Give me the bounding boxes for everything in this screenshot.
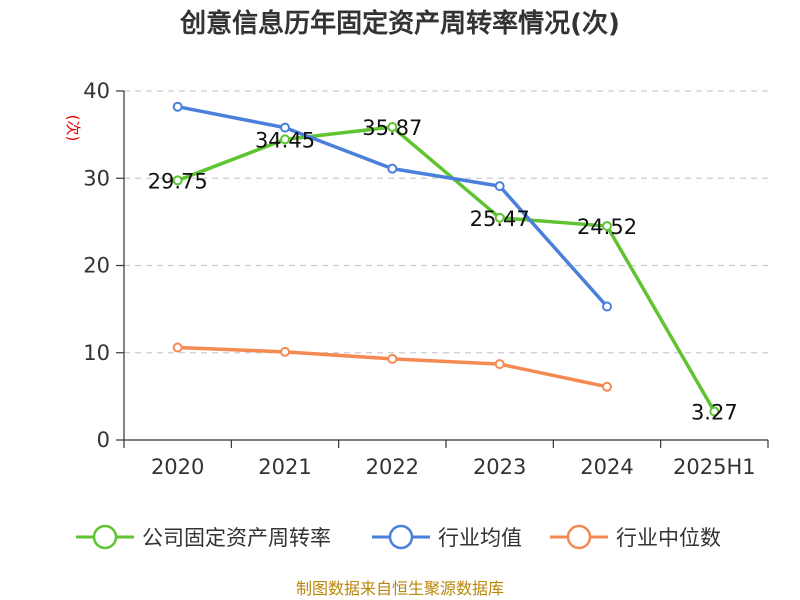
y-tick-label: 30 [83, 166, 110, 190]
series-layer [172, 101, 720, 417]
x-tick-label: 2023 [473, 455, 526, 479]
legend-label: 行业均值 [438, 526, 522, 550]
x-tick-label: 2021 [258, 455, 311, 479]
data-point [709, 406, 720, 417]
source-note: 制图数据来自恒生聚源数据库 [296, 579, 504, 598]
legend-marker [566, 524, 592, 550]
data-point [387, 163, 398, 174]
data-label: 25.47 [470, 207, 530, 231]
data-point [494, 359, 505, 370]
x-tick-label: 2022 [366, 455, 419, 479]
data-point [280, 122, 290, 133]
data-label: 29.75 [148, 169, 208, 193]
y-axis-label: (次) [64, 115, 82, 142]
data-label: 24.52 [577, 215, 637, 239]
x-tick-label: 2024 [580, 455, 633, 479]
data-label: 34.45 [255, 128, 315, 152]
chart-title: 创意信息历年固定资产周转率情况(次) [179, 8, 620, 39]
data-point [280, 134, 290, 145]
y-tick-label: 10 [83, 341, 110, 365]
y-tick-label: 40 [83, 79, 110, 103]
legend-marker [92, 524, 118, 550]
legend-label: 行业中位数 [616, 526, 721, 550]
data-point [172, 175, 183, 186]
data-point [387, 122, 398, 133]
data-point [387, 353, 398, 364]
data-point [602, 381, 612, 392]
data-point [494, 212, 505, 223]
series-line [177, 125, 716, 413]
data-point [280, 346, 290, 357]
legend-marker [388, 524, 414, 550]
grid-lines [124, 90, 768, 354]
data-labels: 29.75 34.45 35.87 25.47 24.52 3.27 [148, 116, 738, 424]
x-tick-label: 2025H1 [673, 455, 756, 479]
axes: 0 10 20 30 40 2020 2021 2022 2023 2024 2025H1 [83, 79, 769, 479]
y-tick-label: 20 [83, 254, 110, 278]
x-tick-label: 2020 [151, 455, 204, 479]
legend: 公司固定资产周转率 行业均值 行业中位数 [76, 524, 721, 550]
data-label: 35.87 [362, 116, 422, 140]
legend-label: 公司固定资产周转率 [142, 526, 331, 550]
data-point [172, 342, 183, 353]
data-point [602, 301, 612, 312]
data-point [172, 101, 183, 112]
series-line [177, 345, 608, 389]
data-point [602, 221, 612, 232]
y-tick-label: 0 [97, 428, 110, 452]
data-point [494, 181, 505, 192]
data-label: 3.27 [691, 400, 738, 424]
